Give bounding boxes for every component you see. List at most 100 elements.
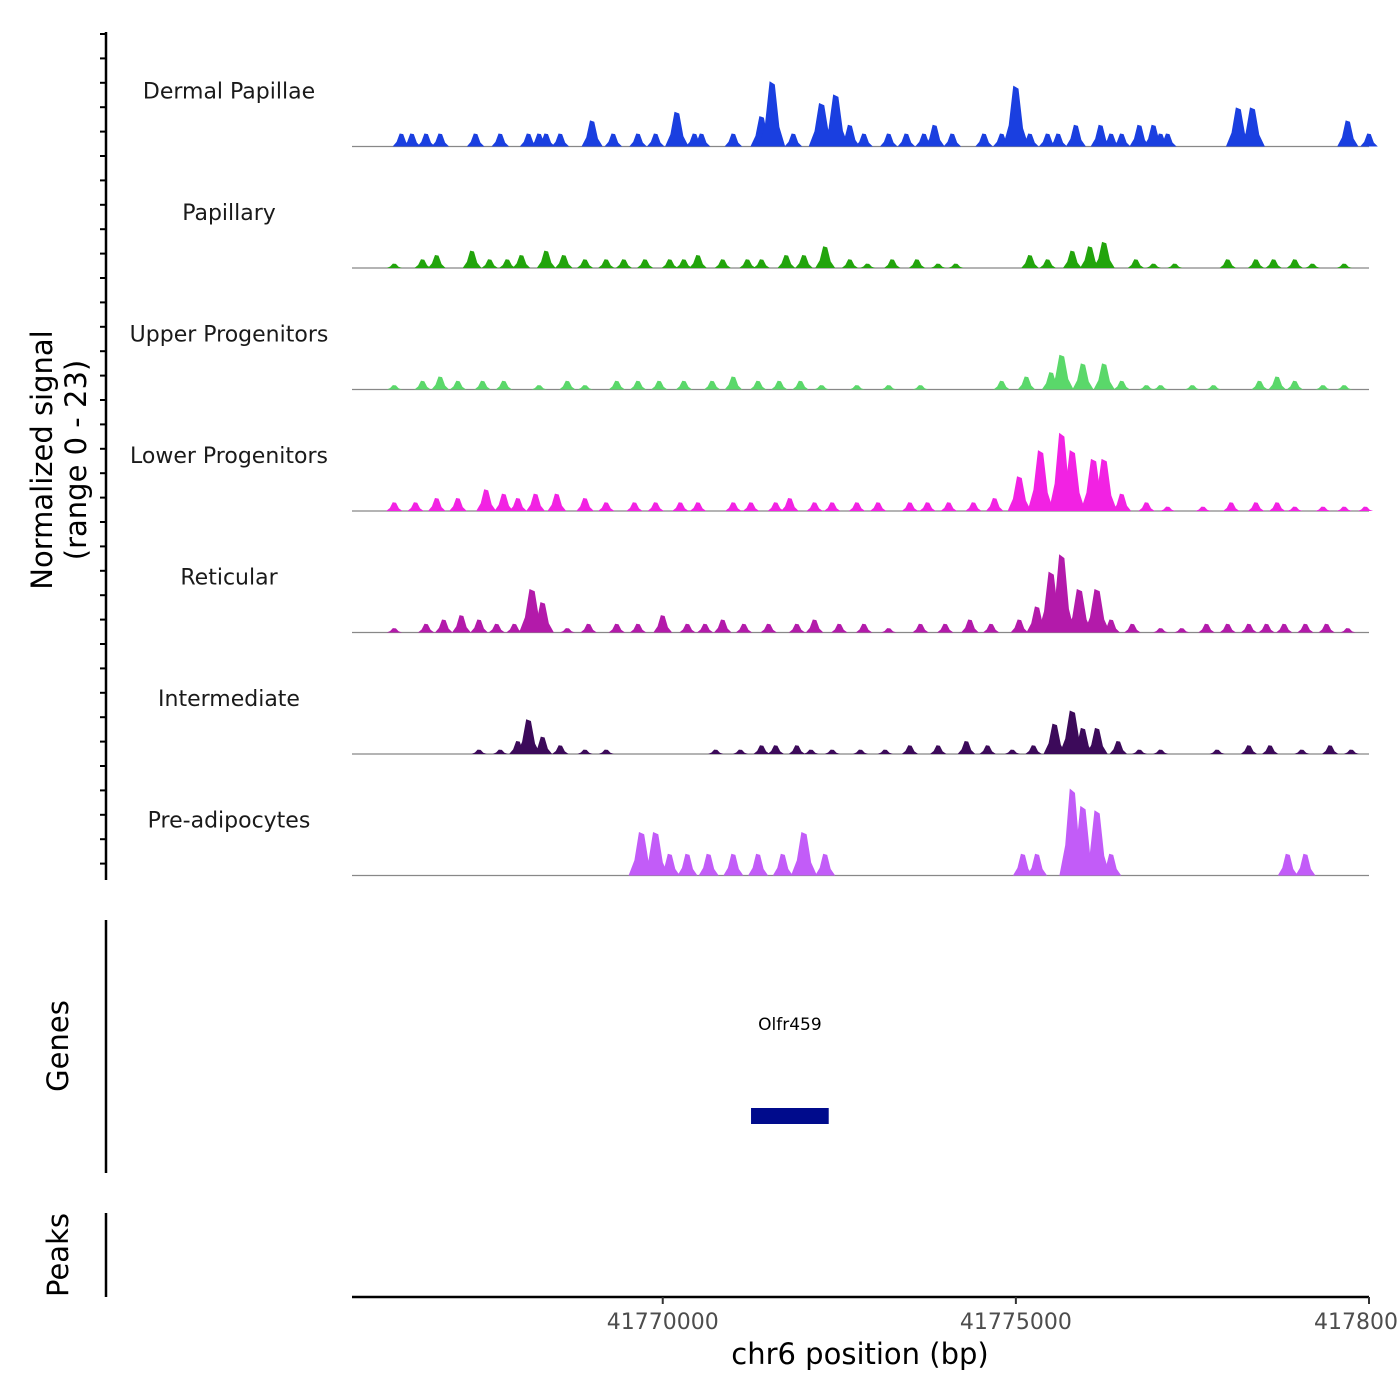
coverage-peak: [1360, 133, 1378, 147]
coverage-peak: [1002, 85, 1029, 147]
tracks-group: Dermal Papillae Papillary Upper Progenitor…: [130, 80, 1378, 877]
coverage-peak: [937, 623, 954, 633]
coverage-peak: [749, 380, 767, 390]
coverage-peak: [805, 619, 824, 633]
coverage-peak: [1153, 385, 1169, 390]
coverage-peak: [481, 259, 498, 268]
coverage-peak: [1304, 263, 1321, 268]
coverage-peak: [1297, 623, 1314, 633]
x-axis-title: chr6 position (bp): [731, 1337, 988, 1371]
coverage-peak: [491, 133, 510, 147]
coverage-peak: [1131, 749, 1148, 754]
coverage-peak: [629, 623, 647, 633]
coverage-peak: [1093, 363, 1115, 390]
coverage-peak: [488, 623, 505, 633]
coverage-peak: [848, 502, 866, 511]
coverage-peak: [471, 749, 487, 754]
coverage-peak: [869, 502, 887, 511]
x-tick-label: 41775000: [960, 1310, 1072, 1335]
coverage-peak: [849, 385, 865, 390]
coverage-peak: [598, 502, 615, 511]
coverage-peak: [1315, 385, 1331, 390]
coverage-peak: [531, 385, 547, 390]
coverage-peak: [1240, 107, 1265, 147]
coverage-peak: [1113, 380, 1131, 390]
coverage-peak: [982, 623, 1000, 633]
coverage-peak: [975, 133, 993, 147]
coverage-peak: [940, 502, 957, 511]
coverage-peak: [679, 623, 696, 633]
coverage-peak: [1038, 133, 1057, 147]
coverage-peak: [526, 493, 546, 511]
coverage-peak: [1066, 589, 1093, 633]
coverage-peak: [1247, 259, 1265, 268]
coverage-peak: [506, 623, 523, 633]
coverage-peak: [1039, 259, 1056, 268]
coverage-peak: [537, 133, 556, 147]
coverage-peak: [713, 619, 732, 633]
coverage-peak: [1223, 502, 1240, 511]
coverage-peak: [759, 81, 786, 147]
coverage-peak: [930, 263, 946, 268]
coverage-peak: [1043, 723, 1066, 754]
coverage-peak: [689, 254, 707, 268]
track-label: Lower Progenitors: [130, 444, 328, 469]
coverage-peak: [427, 497, 446, 511]
coverage-peak: [407, 502, 424, 511]
coverage-peak: [724, 376, 743, 390]
coverage-peak: [531, 602, 554, 633]
coverage-peak: [1062, 250, 1082, 268]
coverage-peak: [948, 263, 964, 268]
coverage-peak: [1153, 749, 1169, 754]
coverage-peak: [386, 263, 402, 268]
coverage-peak: [608, 623, 626, 633]
coverage-peak: [452, 615, 471, 633]
coverage-peak: [499, 259, 516, 268]
coverage-peak: [1268, 376, 1286, 390]
coverage-peak: [1059, 450, 1086, 511]
coverage-peak: [414, 259, 431, 268]
coverage-peak: [879, 133, 898, 147]
coverage-peak: [1336, 506, 1352, 511]
coverage-peak: [788, 623, 806, 633]
coverage-peak: [653, 615, 673, 633]
coverage-peak: [577, 385, 593, 390]
coverage-peak: [742, 502, 760, 511]
coverage-peak: [1240, 745, 1258, 754]
coverage-peak: [636, 259, 654, 268]
coverage-peak: [985, 497, 1004, 511]
coverage-peak: [908, 259, 926, 268]
coverage-peak: [839, 124, 860, 147]
coverage-peak: [659, 853, 680, 876]
coverage-peak: [1017, 376, 1036, 390]
coverage-peak: [516, 719, 541, 754]
coverage-peak: [912, 385, 929, 390]
coverage-peak: [495, 380, 513, 390]
coverage-peak: [1065, 124, 1086, 147]
coverage-peak: [536, 250, 556, 268]
coverage-peak: [494, 493, 514, 511]
coverage-peak: [604, 133, 623, 147]
coverage-peak: [814, 385, 830, 390]
coverage-peak: [629, 133, 647, 147]
coverage-peak: [698, 853, 719, 876]
coverage-peak: [1093, 241, 1115, 268]
coverage-peak: [1138, 385, 1155, 390]
coverage-peak: [1145, 263, 1162, 268]
coverage-peak: [724, 133, 743, 147]
coverage-peak: [924, 124, 945, 147]
coverage-peak: [815, 853, 836, 876]
coverage-peak: [1336, 385, 1352, 390]
coverage-peak: [1102, 619, 1121, 633]
coverage-peak: [555, 254, 573, 268]
coverage-peak: [608, 380, 626, 390]
coverage-peak: [1091, 458, 1118, 511]
coverage-peak: [919, 502, 936, 511]
coverage-peak: [1012, 853, 1033, 876]
coverage-peak: [792, 380, 809, 390]
coverage-peak: [509, 497, 527, 511]
coverage-peak: [965, 502, 982, 511]
coverage-peak: [577, 749, 593, 754]
coverage-peak: [852, 749, 869, 754]
coverage-peak: [841, 259, 859, 268]
